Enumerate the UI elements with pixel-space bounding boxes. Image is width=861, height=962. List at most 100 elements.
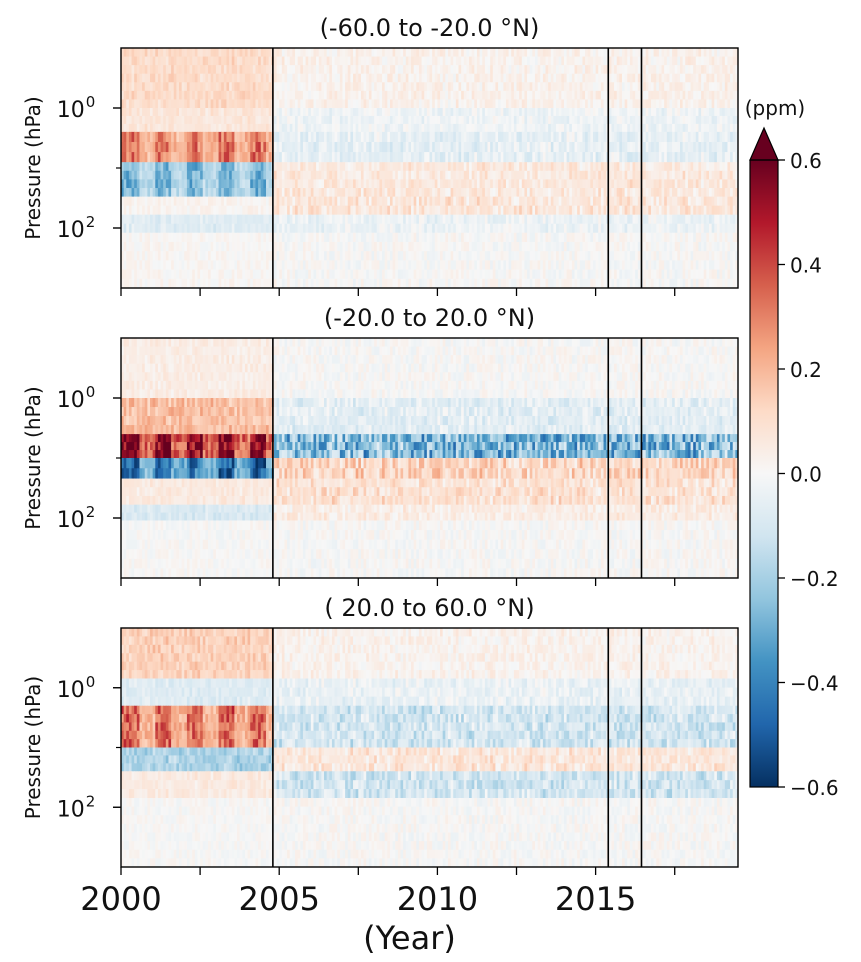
- heatmap-cell: [616, 141, 620, 153]
- heatmap-cell: [447, 56, 452, 66]
- heatmap-cell: [693, 131, 697, 143]
- heatmap-cell: [405, 115, 410, 125]
- heatmap-cell: [363, 214, 367, 225]
- heatmap-cell: [685, 141, 689, 153]
- heatmap-cell: [313, 90, 317, 101]
- heatmap-cell: [192, 205, 196, 216]
- heatmap-cell: [215, 56, 220, 66]
- heatmap-cell: [234, 56, 238, 66]
- heatmap-cell: [389, 115, 394, 125]
- heatmap-cell: [273, 82, 278, 92]
- heatmap-cell: [503, 65, 507, 75]
- heatmap-cell: [208, 152, 212, 163]
- heatmap-cell: [186, 152, 191, 163]
- heatmap-cell: [363, 115, 367, 125]
- heatmap-cell: [690, 141, 694, 153]
- heatmap-cell: [318, 123, 322, 133]
- heatmap-cell: [701, 152, 705, 163]
- heatmap-cell: [550, 188, 555, 198]
- heatmap-cell: [418, 188, 423, 198]
- heatmap-cell: [287, 90, 291, 101]
- heatmap-cell: [598, 170, 602, 181]
- heatmap-cell: [308, 56, 312, 66]
- heatmap-cell: [379, 65, 383, 75]
- heatmap-cell: [316, 214, 320, 225]
- heatmap-cell: [363, 188, 367, 198]
- heatmap-cell: [432, 90, 436, 101]
- heatmap-cell: [247, 188, 251, 198]
- heatmap-cell: [511, 179, 515, 189]
- heatmap-cell: [695, 223, 700, 234]
- heatmap-cell: [587, 188, 591, 198]
- heatmap-cell: [226, 108, 230, 117]
- heatmap-cell: [719, 48, 723, 58]
- heatmap-cell: [563, 123, 568, 133]
- heatmap-cell: [213, 73, 217, 83]
- heatmap-cell: [592, 152, 597, 163]
- heatmap-cell: [505, 65, 510, 75]
- heatmap-cell: [334, 48, 338, 58]
- heatmap-cell: [184, 232, 188, 243]
- heatmap-cell: [324, 65, 328, 75]
- heatmap-cell: [484, 223, 489, 234]
- heatmap-cell: [260, 214, 264, 225]
- heatmap-cell: [545, 170, 549, 181]
- heatmap-cell: [434, 73, 439, 83]
- heatmap-cell: [553, 48, 557, 58]
- heatmap-cell: [474, 65, 478, 75]
- heatmap-cell: [321, 48, 325, 58]
- heatmap-cell: [405, 56, 410, 66]
- heatmap-cell: [321, 188, 325, 198]
- heatmap-cell: [213, 162, 217, 172]
- heatmap-cell: [484, 131, 489, 143]
- heatmap-cell: [495, 65, 499, 75]
- heatmap-cell: [316, 170, 320, 181]
- heatmap-cell: [237, 65, 241, 75]
- heatmap-cell: [134, 162, 138, 172]
- heatmap-cell: [690, 108, 694, 117]
- heatmap-cell: [237, 48, 241, 58]
- heatmap-cell: [184, 108, 188, 117]
- heatmap-cell: [608, 131, 613, 143]
- heatmap-cell: [621, 73, 626, 83]
- heatmap-cell: [532, 214, 536, 225]
- heatmap-cell: [273, 141, 278, 153]
- heatmap-cell: [247, 232, 251, 243]
- heatmap-cell: [716, 162, 721, 172]
- heatmap-cell: [653, 196, 657, 207]
- heatmap-cell: [310, 188, 315, 198]
- heatmap-cell: [524, 205, 528, 216]
- heatmap-cell: [374, 152, 378, 163]
- heatmap-cell: [384, 56, 388, 66]
- heatmap-cell: [350, 65, 354, 75]
- heatmap-cell: [186, 56, 191, 66]
- heatmap-cell: [727, 205, 731, 216]
- heatmap-cell: [244, 131, 249, 143]
- heatmap-cell: [542, 73, 547, 83]
- heatmap-cell: [440, 131, 444, 143]
- heatmap-cell: [134, 123, 138, 133]
- heatmap-cell: [521, 188, 526, 198]
- heatmap-cell: [258, 196, 262, 207]
- heatmap-cell: [724, 131, 729, 143]
- heatmap-cell: [353, 188, 357, 198]
- heatmap-cell: [208, 123, 212, 133]
- heatmap-cell: [213, 108, 217, 117]
- heatmap-cell: [722, 188, 726, 198]
- heatmap-cell: [300, 170, 304, 181]
- heatmap-cell: [437, 99, 441, 109]
- heatmap-cell: [603, 223, 607, 234]
- heatmap-cell: [492, 179, 497, 189]
- heatmap-cell: [223, 56, 228, 66]
- heatmap-cell: [653, 170, 657, 181]
- heatmap-cell: [537, 108, 541, 117]
- heatmap-cell: [413, 188, 417, 198]
- heatmap-cell: [679, 196, 684, 207]
- heatmap-cell: [313, 131, 317, 143]
- heatmap-cell: [157, 232, 162, 243]
- heatmap-cell: [637, 214, 642, 225]
- heatmap-cell: [326, 65, 330, 75]
- heatmap-cell: [669, 170, 673, 181]
- heatmap-cell: [687, 73, 692, 83]
- heatmap-cell: [329, 152, 333, 163]
